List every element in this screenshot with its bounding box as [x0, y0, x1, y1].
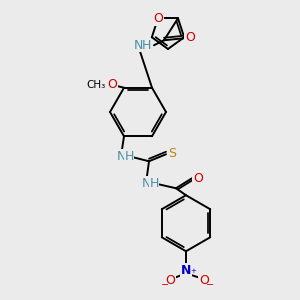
Text: N: N [116, 150, 126, 163]
Text: O: O [165, 274, 175, 287]
Text: H: H [149, 177, 159, 190]
Text: N: N [141, 177, 151, 190]
Text: O: O [193, 172, 203, 185]
Text: O: O [199, 274, 209, 287]
Text: −: − [206, 280, 214, 290]
Text: +: + [190, 268, 196, 274]
Text: H: H [124, 150, 134, 163]
Text: S: S [168, 147, 176, 160]
Text: O: O [107, 78, 117, 91]
Text: N: N [181, 264, 191, 277]
Text: CH₃: CH₃ [86, 80, 106, 90]
Text: −: − [161, 280, 169, 290]
Text: O: O [185, 31, 195, 44]
Text: H: H [141, 39, 151, 52]
Text: N: N [133, 39, 143, 52]
Text: O: O [153, 12, 163, 25]
